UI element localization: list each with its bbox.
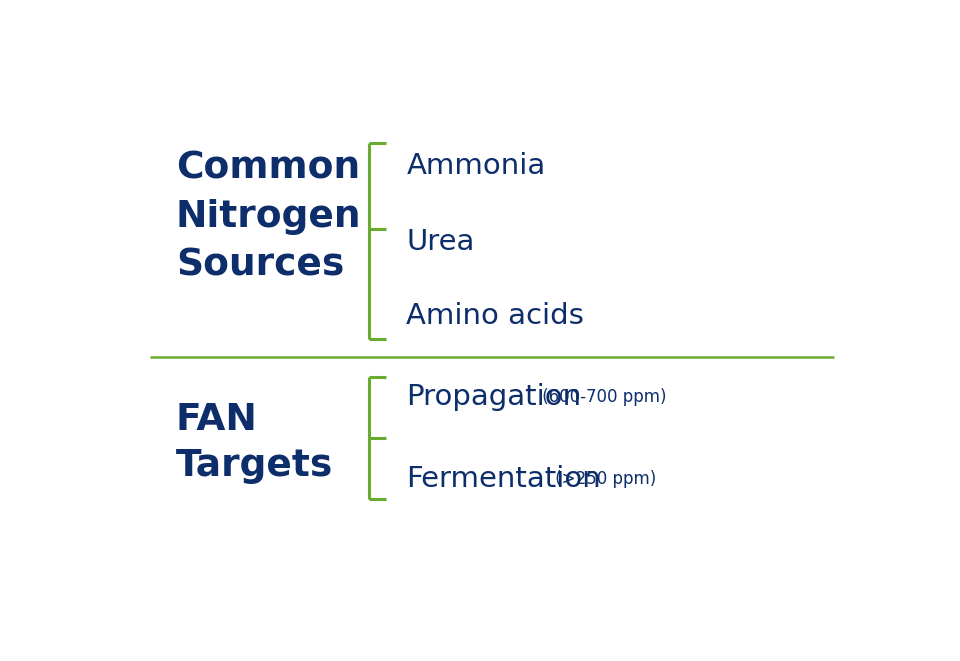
Text: (600-700 ppm): (600-700 ppm) bbox=[537, 389, 666, 407]
Text: Common: Common bbox=[176, 151, 360, 186]
Text: Ammonia: Ammonia bbox=[406, 152, 545, 180]
Text: Fermentation: Fermentation bbox=[406, 465, 601, 493]
Text: FAN: FAN bbox=[176, 403, 257, 438]
Text: Nitrogen: Nitrogen bbox=[176, 199, 361, 235]
Text: Sources: Sources bbox=[176, 247, 344, 283]
Text: (>250 ppm): (>250 ppm) bbox=[550, 470, 657, 488]
Text: Urea: Urea bbox=[406, 228, 475, 256]
Text: Propagation: Propagation bbox=[406, 383, 582, 411]
Text: Targets: Targets bbox=[176, 448, 333, 484]
Text: Amino acids: Amino acids bbox=[406, 302, 585, 330]
